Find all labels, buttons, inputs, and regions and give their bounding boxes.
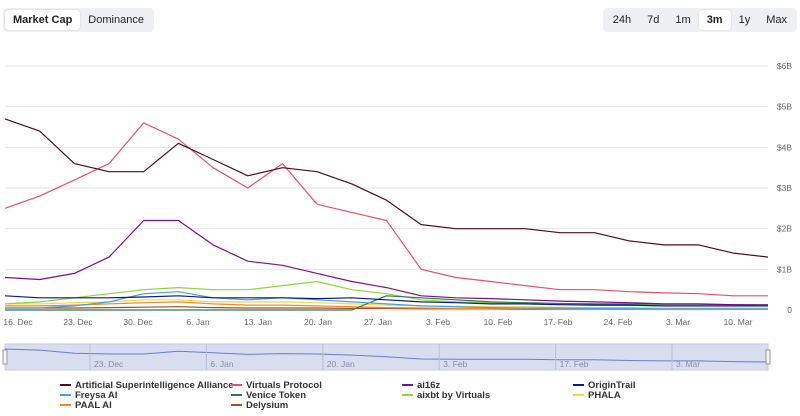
legend-label: Venice Token bbox=[246, 390, 307, 401]
chart-grid bbox=[5, 65, 768, 311]
legend-swatch bbox=[60, 394, 71, 397]
legend-swatch bbox=[402, 384, 413, 387]
y-tick-label: $6B bbox=[777, 61, 792, 71]
legend-label: PHALA bbox=[588, 390, 621, 401]
x-tick-label: 23. Dec bbox=[63, 317, 93, 327]
x-tick-label: 30. Dec bbox=[123, 317, 153, 327]
legend-item[interactable]: Artificial Superintelligence Alliance bbox=[60, 380, 234, 391]
y-tick-label: 0 bbox=[787, 305, 792, 315]
tab-market-cap[interactable]: Market Cap bbox=[5, 10, 81, 30]
legend-swatch bbox=[573, 384, 584, 387]
range-navigator[interactable]: 23. Dec 6. Jan 20. Jan 3. Feb 17. Feb 3. Mar bbox=[2, 343, 771, 371]
x-tick-label: 27. Jan bbox=[364, 317, 392, 327]
navigator-tick-label: 17. Feb bbox=[560, 359, 589, 369]
navigator-tick-label: 3. Feb bbox=[443, 359, 467, 369]
series-line bbox=[4, 295, 768, 307]
series-line bbox=[4, 118, 769, 258]
y-tick-label: $3B bbox=[777, 183, 792, 193]
navigator-series bbox=[4, 348, 769, 363]
legend-item[interactable]: PHALA bbox=[573, 390, 621, 401]
legend-label: aixbt by Virtuals bbox=[417, 390, 491, 401]
chart-series bbox=[4, 118, 769, 311]
range-7d-button[interactable]: 7d bbox=[647, 14, 660, 26]
legend-label: OriginTrail bbox=[588, 380, 636, 391]
y-tick-label: $2B bbox=[777, 224, 792, 234]
legend-item[interactable]: aixbt by Virtuals bbox=[402, 390, 490, 401]
range-1y-button[interactable]: 1y bbox=[738, 14, 751, 26]
x-tick-label: 17. Feb bbox=[544, 317, 573, 327]
series-line bbox=[4, 280, 768, 307]
y-tick-label: $1B bbox=[777, 264, 792, 274]
range-24h-button[interactable]: 24h bbox=[612, 14, 632, 26]
legend-item[interactable]: Virtuals Protocol bbox=[231, 380, 322, 391]
legend-label: Freysa AI bbox=[75, 390, 118, 401]
tab-dominance[interactable]: Dominance bbox=[88, 14, 144, 26]
legend-swatch bbox=[231, 384, 242, 387]
range-max-button[interactable]: Max bbox=[766, 14, 787, 26]
x-tick-label: 6. Jan bbox=[186, 317, 209, 327]
y-tick-label: $4B bbox=[777, 142, 792, 152]
legend-swatch bbox=[60, 384, 71, 387]
legend-item[interactable]: ai16z bbox=[402, 380, 440, 391]
x-tick-label: 13. Jan bbox=[244, 317, 272, 327]
series-line bbox=[5, 295, 768, 311]
legend-swatch bbox=[60, 404, 71, 407]
x-tick-label: 16. Dec bbox=[3, 317, 33, 327]
x-tick-label: 20. Jan bbox=[304, 317, 332, 327]
x-tick-label: 10. Feb bbox=[484, 317, 513, 327]
navigator-tick-label: 23. Dec bbox=[94, 359, 124, 369]
navigator-handle-left[interactable] bbox=[2, 349, 8, 365]
legend-label: Virtuals Protocol bbox=[246, 380, 322, 391]
legend-swatch bbox=[231, 394, 242, 397]
range-3m-button[interactable]: 3m bbox=[698, 10, 731, 30]
legend-label: PAAL AI bbox=[75, 400, 112, 411]
y-tick-label: $5B bbox=[777, 102, 792, 112]
navigator-tick-label: 3. Mar bbox=[676, 359, 700, 369]
legend-item[interactable]: Venice Token bbox=[231, 390, 306, 401]
range-1m-button[interactable]: 1m bbox=[675, 14, 691, 26]
legend-item[interactable]: Freysa AI bbox=[60, 390, 117, 401]
legend-label: Artificial Superintelligence Alliance bbox=[75, 380, 234, 391]
x-axis-ticks: 16. Dec 23. Dec 30. Dec 6. Jan 13. Jan 20. Ja… bbox=[3, 317, 752, 327]
legend-item[interactable]: OriginTrail bbox=[573, 380, 636, 391]
legend-swatch bbox=[573, 394, 584, 397]
series-line bbox=[4, 219, 769, 306]
series-line bbox=[5, 291, 768, 310]
x-tick-label: 10. Mar bbox=[724, 317, 753, 327]
legend-swatch bbox=[231, 404, 242, 407]
navigator-tick-label: 6. Jan bbox=[210, 359, 233, 369]
navigator-tick-label: 20. Jan bbox=[327, 359, 355, 369]
x-tick-label: 3. Mar bbox=[666, 317, 690, 327]
x-tick-label: 24. Feb bbox=[604, 317, 633, 327]
series-line bbox=[5, 299, 768, 309]
legend-item[interactable]: Delysium bbox=[231, 400, 288, 411]
metric-tabs: Market Cap Dominance bbox=[3, 8, 154, 32]
navigator-handle-right[interactable] bbox=[765, 349, 771, 365]
legend-item[interactable]: PAAL AI bbox=[60, 400, 112, 411]
legend-label: ai16z bbox=[417, 380, 441, 391]
legend-label: Delysium bbox=[246, 400, 289, 411]
legend-swatch bbox=[402, 394, 413, 397]
y-axis-ticks: 0 $1B $2B $3B $4B $5B $6B bbox=[777, 61, 792, 315]
series-line bbox=[4, 122, 768, 297]
time-range-selector: 24h 7d 1m 3m 1y Max bbox=[602, 8, 797, 32]
x-tick-label: 3. Feb bbox=[426, 317, 450, 327]
